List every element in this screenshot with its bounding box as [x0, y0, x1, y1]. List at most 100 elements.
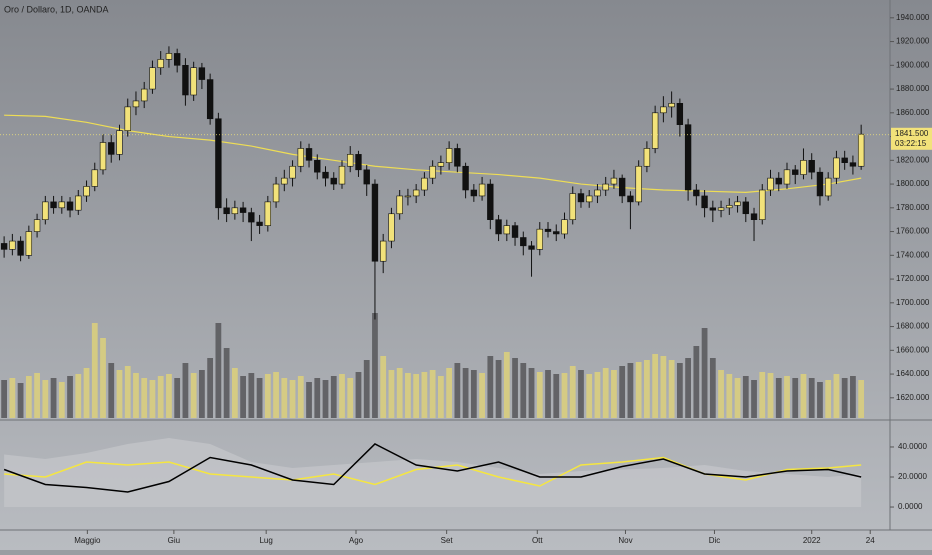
candle-body — [9, 240, 16, 250]
volume-bar — [635, 362, 642, 418]
volume-bar — [759, 372, 766, 418]
y-tick-label: 1720.000 — [896, 274, 930, 283]
volume-bar — [289, 380, 296, 418]
candle-body — [684, 124, 692, 191]
volume-bar — [256, 378, 263, 418]
candle-body — [594, 189, 601, 197]
candle-body — [314, 160, 321, 173]
volume-bar — [50, 378, 57, 418]
candle-body — [256, 221, 263, 226]
volume-bar — [314, 378, 321, 418]
volume-bar — [199, 370, 205, 418]
volume-bar — [273, 372, 279, 418]
y-tick-label: 1660.000 — [896, 345, 930, 354]
candle-body — [709, 207, 717, 211]
candle-body — [66, 201, 74, 211]
candle-body — [198, 67, 206, 80]
volume-bar — [215, 323, 222, 418]
candle-body — [42, 201, 49, 220]
x-tick-label: Dic — [709, 536, 721, 545]
x-tick-label: Set — [441, 536, 454, 545]
candle-body — [511, 225, 519, 238]
volume-bar — [627, 363, 634, 418]
volume-bar — [652, 354, 659, 418]
volume-bar — [149, 380, 156, 418]
volume-bar — [42, 380, 49, 418]
volume-bar — [742, 376, 749, 418]
candle-body — [717, 207, 725, 211]
y-tick-label: 1780.000 — [896, 203, 930, 212]
x-tick-label: Maggio — [74, 536, 101, 545]
candle-body — [58, 201, 65, 209]
indicator-line — [3, 443, 862, 493]
y-tick-label: 1760.000 — [896, 227, 930, 236]
candle-body — [182, 65, 189, 96]
candle-body — [0, 243, 8, 250]
candle-body — [602, 183, 609, 191]
volume-bar — [157, 376, 164, 418]
candle-body — [165, 53, 173, 60]
y-tick-label: 1860.000 — [896, 108, 930, 117]
candle-body — [108, 142, 115, 155]
volume-bar — [561, 373, 568, 418]
volume-bar — [264, 374, 271, 418]
candle-body — [635, 165, 642, 203]
y-tick-label: 1700.000 — [896, 298, 930, 307]
volume-bar — [734, 378, 741, 418]
countdown-label: 03:22:15 — [895, 139, 927, 148]
volume-bar — [767, 373, 774, 418]
volume-bar — [166, 374, 172, 418]
last-price-box — [891, 127, 932, 150]
x-tick-label: Nov — [618, 536, 632, 545]
candle-body — [528, 245, 535, 250]
candle-body — [808, 160, 815, 173]
volume-bar — [91, 323, 98, 418]
volume-bar — [116, 370, 123, 418]
volume-bar — [751, 380, 757, 418]
candle-body — [388, 213, 395, 242]
candle-body — [792, 169, 799, 175]
volume-bar — [75, 374, 82, 418]
candle-body — [264, 201, 272, 226]
candle-body — [305, 148, 313, 161]
volume-bar — [413, 374, 420, 418]
volume-bar — [693, 346, 700, 418]
volume-bar — [248, 373, 255, 418]
volume-bar — [685, 358, 691, 418]
volume-bar — [446, 368, 453, 418]
y-tick-label: 1640.000 — [896, 369, 930, 378]
y-tick-label: 1800.000 — [896, 179, 930, 188]
volume-bar — [709, 358, 716, 418]
volume-bar — [67, 376, 73, 418]
y-tick-label: 1900.000 — [896, 60, 930, 69]
candle-body — [849, 162, 857, 167]
candle-body — [503, 225, 510, 235]
candle-body — [355, 154, 362, 171]
volume-bar — [388, 370, 395, 418]
y-tick-label: 0.0000 — [898, 502, 923, 511]
volume-bar — [528, 368, 535, 418]
candle-body — [404, 195, 412, 198]
volume-bar — [108, 363, 115, 418]
candle-body — [553, 231, 560, 235]
volume-bar — [363, 360, 370, 418]
volume-bar — [372, 313, 378, 418]
volume-bar — [536, 372, 543, 418]
candle-body — [618, 177, 626, 197]
candle-body — [322, 171, 329, 179]
candle-body — [132, 100, 140, 108]
candle-body — [454, 148, 461, 167]
candle-body — [520, 237, 527, 247]
candle-body — [338, 165, 346, 185]
candle-body — [742, 201, 749, 215]
volume-bar — [602, 368, 609, 418]
candle-body — [651, 112, 659, 149]
x-tick-label: 2022 — [803, 536, 821, 545]
volume-bar — [25, 376, 32, 418]
candle-body — [272, 183, 280, 203]
candle-body — [380, 240, 387, 262]
candle-body — [536, 228, 543, 250]
candle-body — [759, 189, 766, 220]
volume-bar — [808, 378, 815, 418]
candle-body — [248, 212, 255, 223]
